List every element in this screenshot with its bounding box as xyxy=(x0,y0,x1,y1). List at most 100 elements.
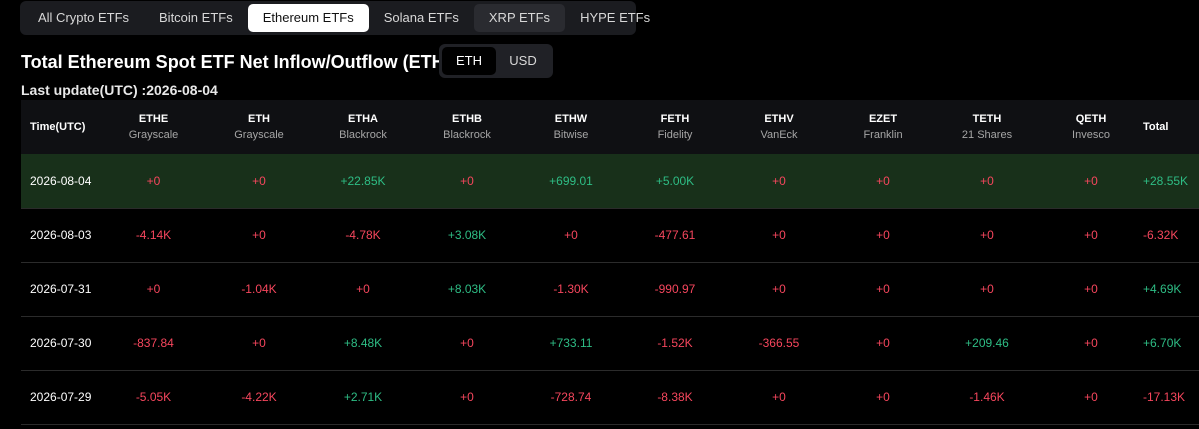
tab-hype-etfs[interactable]: HYPE ETFs xyxy=(580,10,651,25)
row-total: +6.70K xyxy=(1143,336,1182,350)
flow-cell-ethb: +0 xyxy=(460,173,474,188)
flow-cell-qeth: +0 xyxy=(1084,336,1098,350)
flow-cell-ethb: +0 xyxy=(460,390,474,404)
column-header-total: Total xyxy=(1143,121,1169,133)
flow-cell-eth: +0 xyxy=(252,228,266,242)
flow-cell-ezet: +0 xyxy=(876,282,890,296)
fund-ticker: ETHE xyxy=(138,113,169,125)
flow-cell-eth: -4.22K xyxy=(241,390,277,404)
flow-cell-feth: +5.00K xyxy=(655,173,695,188)
flow-cell-qeth: +0 xyxy=(1084,173,1098,188)
flow-cell-eth: -1.04K xyxy=(241,282,277,296)
fund-ticker: QETH xyxy=(1075,113,1107,125)
unit-eth-button[interactable]: ETH xyxy=(442,47,496,75)
flow-cell-ethw: +733.11 xyxy=(549,336,593,350)
column-header-time: Time(UTC) xyxy=(30,121,86,133)
table-row: 2026-07-30 -837.84 +0 +8.48K +0 +733.11 -1.52K… xyxy=(21,316,1199,370)
flow-cell-teth: +0 xyxy=(980,228,994,242)
fund-issuer: Bitwise xyxy=(553,129,589,141)
flow-cell-qeth: +0 xyxy=(1084,228,1098,242)
flow-cell-ezet: +0 xyxy=(876,173,890,188)
column-header-ethb: ETHB Blackrock xyxy=(415,100,519,154)
table-body: 2026-08-04 +0 +0 +22.85K +0 +699.01 +5.00K +0 +0… xyxy=(21,154,1199,424)
flow-cell-ethe: -5.05K xyxy=(135,390,172,404)
flow-cell-feth: -990.97 xyxy=(654,282,696,296)
tab-ethereum-etfs[interactable]: Ethereum ETFs xyxy=(247,4,369,32)
row-date: 2026-07-30 xyxy=(30,336,92,350)
flow-cell-ethb: +3.08K xyxy=(447,228,487,242)
flow-cell-ethv: +0 xyxy=(772,390,786,404)
column-header-teth: TETH 21 Shares xyxy=(935,100,1039,154)
column-header-ethw: ETHW Bitwise xyxy=(519,100,623,154)
flow-cell-ethv: +0 xyxy=(772,173,786,188)
table-header-row: Time(UTC) ETHE Grayscale ETH Grayscale ETH… xyxy=(21,100,1199,154)
flow-cell-feth: -8.38K xyxy=(657,390,693,404)
flow-cell-etha: +0 xyxy=(356,282,370,296)
row-total: -6.32K xyxy=(1143,228,1179,242)
tab-bitcoin-etfs[interactable]: Bitcoin ETFs xyxy=(159,10,233,25)
column-header-ethv: ETHV VanEck xyxy=(727,100,831,154)
flow-cell-ethb: +0 xyxy=(460,336,474,350)
row-total: -17.13K xyxy=(1143,390,1186,404)
flow-cell-etha: +2.71K xyxy=(343,390,383,404)
fund-ticker: ETHV xyxy=(764,113,794,125)
flow-cell-ezet: +0 xyxy=(876,228,890,242)
etf-flow-table: Time(UTC) ETHE Grayscale ETH Grayscale ETH… xyxy=(21,100,1199,425)
flow-cell-feth: -1.52K xyxy=(657,336,693,350)
flow-cell-qeth: +0 xyxy=(1084,282,1098,296)
fund-issuer: Franklin xyxy=(863,129,903,141)
fund-issuer: Grayscale xyxy=(234,129,284,141)
unit-usd-button[interactable]: USD xyxy=(509,53,537,68)
flow-cell-teth: -1.46K xyxy=(969,390,1005,404)
flow-cell-feth: -477.61 xyxy=(654,228,696,242)
tab-xrp-etfs[interactable]: XRP ETFs xyxy=(473,4,566,32)
fund-issuer: Blackrock xyxy=(339,129,387,141)
tab-solana-etfs[interactable]: Solana ETFs xyxy=(383,10,459,25)
fund-ticker: EZET xyxy=(868,113,898,125)
last-update-text: Last update(UTC) :2026-08-04 xyxy=(21,82,218,98)
fund-ticker: ETHW xyxy=(554,113,588,125)
row-date: 2026-07-31 xyxy=(30,282,92,296)
flow-cell-ethe: +0 xyxy=(146,282,161,296)
flow-cell-ethw: -1.30K xyxy=(553,282,589,296)
fund-ticker: ETHA xyxy=(348,113,378,125)
fund-ticker: ETH xyxy=(248,113,270,125)
row-total: +4.69K xyxy=(1143,282,1182,296)
tab-all-crypto-etfs[interactable]: All Crypto ETFs xyxy=(38,10,130,25)
flow-cell-etha: -4.78K xyxy=(345,228,381,242)
table-row: 2026-07-31 +0 -1.04K +0 +8.03K -1.30K -990.97 +… xyxy=(21,262,1199,316)
unit-toggle: ETH USD xyxy=(439,44,553,78)
flow-cell-teth: +209.46 xyxy=(965,336,1009,350)
flow-cell-teth: +0 xyxy=(980,282,994,296)
row-date: 2026-08-04 xyxy=(30,173,92,188)
flow-cell-ethw: +699.01 xyxy=(549,173,593,188)
flow-cell-ethe: +0 xyxy=(146,173,161,188)
page-title: Total Ethereum Spot ETF Net Inflow/Outfl… xyxy=(21,52,451,72)
column-header-eth: ETH Grayscale xyxy=(207,100,311,154)
table-row: 2026-07-29 -5.05K -4.22K +2.71K +0 -728.74 -8.… xyxy=(21,370,1199,424)
row-date: 2026-07-29 xyxy=(30,390,92,404)
flow-cell-ethw: +0 xyxy=(564,228,578,242)
etf-category-tabs: All Crypto ETFs Bitcoin ETFs Ethereum ET… xyxy=(20,1,650,35)
row-date: 2026-08-03 xyxy=(30,228,92,242)
column-header-etha: ETHA Blackrock xyxy=(311,100,415,154)
flow-cell-ethv: -366.55 xyxy=(758,336,800,350)
flow-cell-ethb: +8.03K xyxy=(447,282,487,296)
flow-cell-ethw: -728.74 xyxy=(550,390,592,404)
table-row: 2026-08-03 -4.14K +0 -4.78K +3.08K +0 -477.61 +… xyxy=(21,208,1199,262)
flow-cell-etha: +22.85K xyxy=(340,173,386,188)
column-header-ethe: ETHE Grayscale xyxy=(100,100,207,154)
flow-cell-qeth: +0 xyxy=(1084,390,1098,404)
fund-ticker: ETHB xyxy=(452,113,482,125)
fund-issuer: Grayscale xyxy=(128,129,179,141)
flow-cell-ethe: -4.14K xyxy=(135,228,172,242)
column-header-qeth: QETH Invesco xyxy=(1039,100,1143,154)
row-total: +28.55K xyxy=(1143,173,1189,188)
flow-cell-teth: +0 xyxy=(980,173,994,188)
flow-cell-ethv: +0 xyxy=(772,228,786,242)
fund-issuer: Invesco xyxy=(1072,129,1110,141)
flow-cell-ethe: -837.84 xyxy=(133,336,174,350)
table-row: 2026-08-04 +0 +0 +22.85K +0 +699.01 +5.00K +0 +0… xyxy=(21,154,1199,208)
flow-cell-ezet: +0 xyxy=(876,336,890,350)
